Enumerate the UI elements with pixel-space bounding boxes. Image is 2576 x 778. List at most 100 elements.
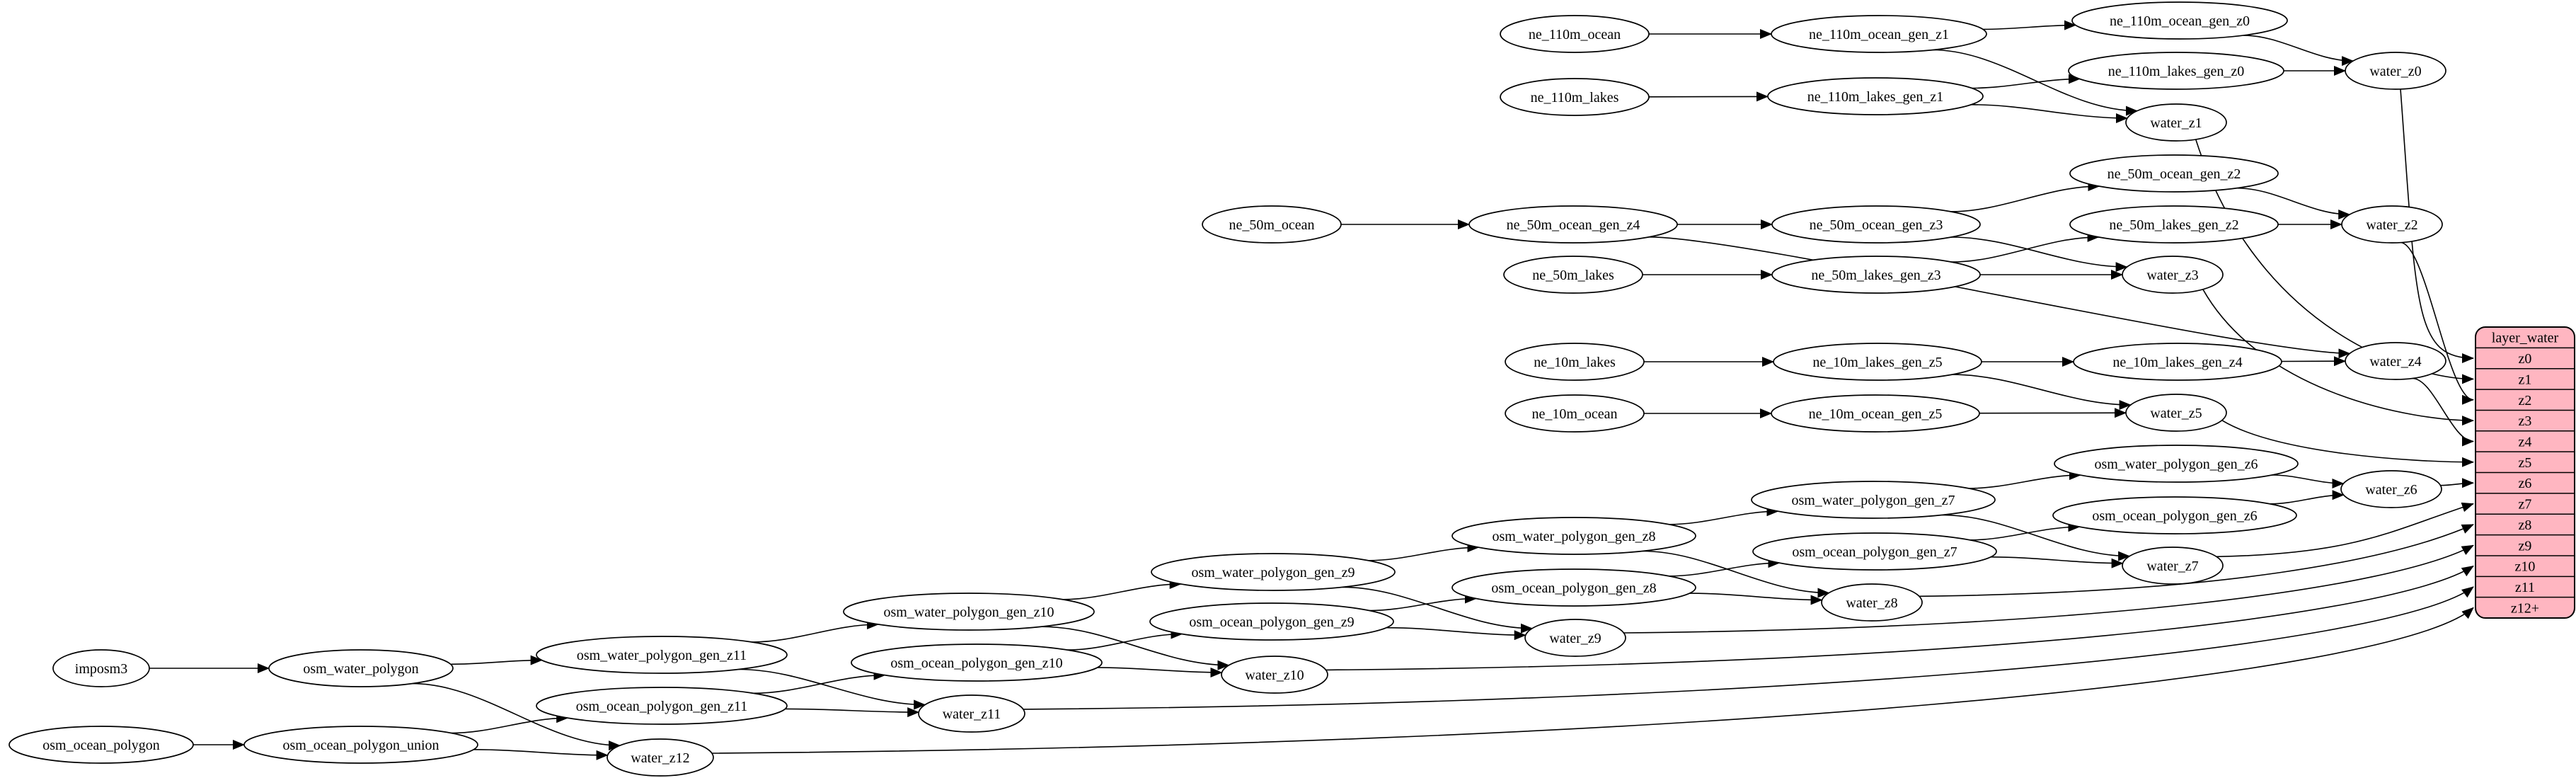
- edge-osm-water-polygon-gen-z10-to-water-z10: [1041, 626, 1230, 670]
- record-row-z2: z2: [2519, 393, 2532, 408]
- node-shape-water-z5: [2125, 394, 2227, 432]
- node-osm-ocean-polygon-union: osm_ocean_polygon_union: [243, 726, 478, 764]
- node-ne-50m-lakes-gen-z3: ne_50m_lakes_gen_z3: [1771, 256, 1981, 294]
- node-label-ne-50m-lakes-gen-z2: ne_50m_lakes_gen_z2: [2109, 217, 2238, 233]
- node-label-water-z9: water_z9: [1549, 631, 1601, 646]
- node-shape-osm-water-polygon-gen-z6: [2054, 445, 2299, 483]
- node-shape-osm-ocean-polygon-gen-z8: [1451, 568, 1696, 607]
- edge-ne-50m-ocean-gen-z2-to-water-z2: [2236, 187, 2351, 219]
- node-water-z6: water_z6: [2340, 470, 2442, 508]
- node-label-osm-ocean-polygon-gen-z6: osm_ocean_polygon_gen_z6: [2092, 508, 2257, 524]
- node-shape-osm-ocean-polygon-gen-z10: [851, 643, 1103, 682]
- node-shape-water-z10: [1221, 656, 1328, 694]
- node-shape-ne-50m-lakes-gen-z2: [2069, 205, 2279, 244]
- record-title: layer_water: [2492, 331, 2559, 346]
- node-ne-110m-ocean: ne_110m_ocean: [1500, 15, 1650, 53]
- node-shape-ne-50m-ocean-gen-z3: [1771, 205, 1981, 244]
- edge-ne-110m-ocean-gen-z1-to-ne-110m-ocean-gen-z0: [1983, 20, 2076, 30]
- node-osm-water-polygon-gen-z6: osm_water_polygon_gen_z6: [2054, 445, 2299, 483]
- node-label-ne-50m-lakes-gen-z3: ne_50m_lakes_gen_z3: [1811, 268, 1940, 283]
- record-row-z8: z8: [2519, 517, 2532, 533]
- node-shape-osm-ocean-polygon: [8, 726, 194, 764]
- edge-osm-water-polygon-gen-z9-to-water-z9: [1342, 586, 1533, 634]
- node-ne-110m-ocean-gen-z0: ne_110m_ocean_gen_z0: [2071, 1, 2288, 40]
- node-ne-50m-lakes: ne_50m_lakes: [1503, 256, 1643, 294]
- node-label-osm-water-polygon-gen-z9: osm_water_polygon_gen_z9: [1191, 565, 1355, 580]
- node-label-ne-110m-lakes-gen-z1: ne_110m_lakes_gen_z1: [1807, 89, 1944, 105]
- record-row-z6: z6: [2519, 476, 2532, 491]
- edge-ne-110m-lakes-gen-z1-to-ne-110m-lakes-gen-z0: [1972, 74, 2081, 89]
- edge-water-z0-to-layer-water-z0: [2400, 88, 2474, 363]
- node-label-osm-water-polygon-gen-z11: osm_water_polygon_gen_z11: [577, 648, 747, 663]
- node-shape-ne-110m-lakes-gen-z1: [1767, 77, 1984, 115]
- node-shape-ne-10m-lakes-gen-z4: [2073, 343, 2282, 381]
- node-label-ne-110m-ocean-gen-z1: ne_110m_ocean_gen_z1: [1809, 27, 1949, 42]
- node-label-ne-50m-ocean: ne_50m_ocean: [1229, 217, 1314, 233]
- node-label-ne-10m-ocean: ne_10m_ocean: [1531, 406, 1617, 422]
- node-shape-ne-110m-ocean-gen-z0: [2071, 1, 2288, 40]
- edge-osm-ocean-polygon-gen-z9-to-water-z9: [1386, 627, 1526, 641]
- node-shape-ne-10m-ocean-gen-z5: [1771, 394, 1980, 433]
- edge-osm-water-polygon-to-osm-water-polygon-gen-z11: [450, 655, 543, 665]
- edge-water-z4-to-layer-water-z4: [2412, 377, 2474, 447]
- node-water-z9: water_z9: [1524, 619, 1626, 657]
- node-shape-osm-water-polygon-gen-z9: [1151, 553, 1396, 591]
- node-ne-50m-lakes-gen-z2: ne_50m_lakes_gen_z2: [2069, 205, 2279, 244]
- edge-osm-ocean-polygon-gen-z10-to-water-z10: [1097, 667, 1223, 677]
- edge-osm-ocean-polygon-gen-z8-to-water-z8: [1689, 593, 1823, 605]
- node-label-osm-ocean-polygon-gen-z8: osm_ocean_polygon_gen_z8: [1491, 580, 1656, 596]
- record-layer-water: layer_water z0 z1 z2 z3 z4 z5 z6 z7 z8 z9 z10 z11 z12…: [2475, 326, 2575, 619]
- edge-osm-ocean-polygon-union-to-osm-ocean-polygon-gen-z11: [451, 713, 569, 734]
- node-label-ne-110m-lakes-gen-z0: ne_110m_lakes_gen_z0: [2108, 64, 2245, 79]
- node-ne-50m-ocean-gen-z3: ne_50m_ocean_gen_z3: [1771, 205, 1981, 244]
- node-label-osm-water-polygon-gen-z8: osm_water_polygon_gen_z8: [1492, 529, 1655, 544]
- node-label-osm-ocean-polygon: osm_ocean_polygon: [42, 738, 160, 753]
- node-label-water-z11: water_z11: [943, 707, 1001, 722]
- node-ne-10m-ocean-gen-z5: ne_10m_ocean_gen_z5: [1771, 394, 1980, 433]
- node-shape-water-z3: [2122, 256, 2224, 294]
- record-row-z12plus: z12+: [2511, 600, 2539, 616]
- node-osm-water-polygon-gen-z10: osm_water_polygon_gen_z10: [843, 593, 1095, 631]
- edge-ne-50m-ocean-gen-z3-to-water-z3: [1951, 236, 2128, 273]
- edge-water-z8-to-layer-water-z8: [1919, 524, 2474, 597]
- node-shape-water-z0: [2345, 52, 2446, 90]
- edge-osm-ocean-polygon-gen-z7-to-osm-ocean-polygon-gen-z6: [1970, 522, 2081, 541]
- node-osm-water-polygon: osm_water_polygon: [268, 649, 454, 687]
- node-ne-10m-lakes-gen-z4: ne_10m_lakes_gen_z4: [2073, 343, 2282, 381]
- node-label-osm-ocean-polygon-union: osm_ocean_polygon_union: [282, 738, 439, 753]
- node-label-ne-10m-lakes-gen-z5: ne_10m_lakes_gen_z5: [1812, 355, 1942, 370]
- edge-osm-ocean-polygon-gen-z11-to-osm-ocean-polygon-gen-z10: [753, 670, 886, 694]
- node-ne-10m-ocean: ne_10m_ocean: [1505, 394, 1645, 433]
- edge-ne-110m-lakes-gen-z1-to-water-z1: [1971, 104, 2128, 123]
- node-shape-water-z4: [2345, 342, 2446, 380]
- node-ne-50m-ocean-gen-z4: ne_50m_ocean_gen_z4: [1468, 205, 1678, 244]
- node-shape-water-z12: [606, 738, 714, 777]
- node-osm-water-polygon-gen-z9: osm_water_polygon_gen_z9: [1151, 553, 1396, 591]
- edge-water-z2-to-layer-water-z2: [2400, 241, 2474, 405]
- node-shape-water-z9: [1524, 619, 1626, 657]
- node-label-ne-110m-lakes: ne_110m_lakes: [1531, 90, 1619, 105]
- node-shape-ne-10m-ocean: [1505, 394, 1645, 433]
- node-water-z2: water_z2: [2341, 205, 2443, 244]
- node-label-osm-water-polygon: osm_water_polygon: [303, 661, 418, 677]
- node-water-z0: water_z0: [2345, 52, 2446, 90]
- node-water-z4: water_z4: [2345, 342, 2446, 380]
- edge-water-z9-to-layer-water-z9: [1623, 544, 2474, 634]
- node-water-z7: water_z7: [2122, 547, 2224, 585]
- edge-water-z6-to-layer-water-z6: [2440, 478, 2474, 488]
- record-row-z0: z0: [2519, 351, 2532, 367]
- node-label-osm-water-polygon-gen-z10: osm_water_polygon_gen_z10: [883, 605, 1054, 620]
- node-osm-water-polygon-gen-z11: osm_water_polygon_gen_z11: [536, 636, 788, 674]
- node-label-water-z6: water_z6: [2365, 482, 2417, 498]
- record-row-z3: z3: [2519, 413, 2532, 429]
- node-shape-ne-110m-lakes-gen-z0: [2068, 52, 2284, 90]
- node-osm-ocean-polygon-gen-z7: osm_ocean_polygon_gen_z7: [1752, 532, 1997, 571]
- node-shape-ne-50m-ocean-gen-z2: [2069, 154, 2279, 193]
- node-label-water-z3: water_z3: [2146, 268, 2198, 283]
- node-ne-110m-ocean-gen-z1: ne_110m_ocean_gen_z1: [1771, 15, 1987, 53]
- node-label-osm-water-polygon-gen-z7: osm_water_polygon_gen_z7: [1791, 493, 1955, 508]
- node-ne-50m-ocean: ne_50m_ocean: [1202, 205, 1342, 244]
- edge-water-z10-to-layer-water-z10: [1326, 565, 2474, 671]
- edge-osm-water-polygon-to-water-z12: [412, 682, 621, 751]
- edge-osm-water-polygon-gen-z11-to-osm-water-polygon-gen-z10: [752, 619, 880, 643]
